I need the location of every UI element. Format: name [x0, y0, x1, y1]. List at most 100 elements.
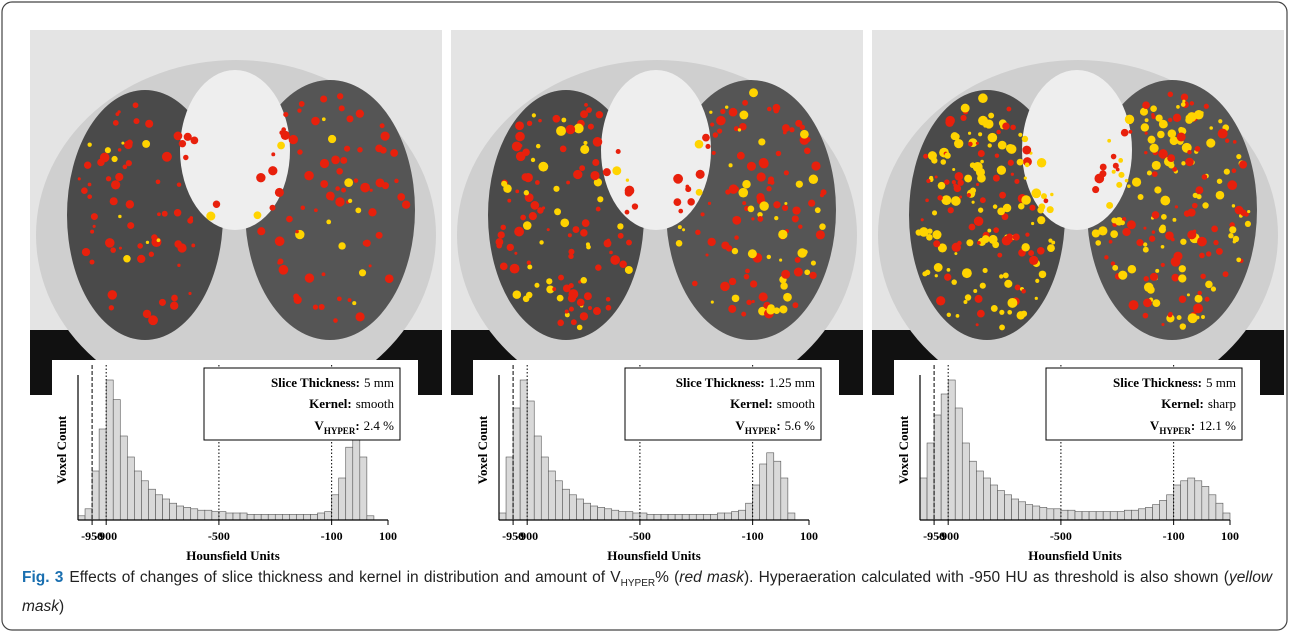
- ct-mask-spot: [1161, 322, 1165, 327]
- ct-mask-spot: [728, 107, 738, 117]
- ct-mask-spot: [1203, 103, 1209, 109]
- bar: [232, 512, 241, 521]
- ct-mask-spot: [968, 141, 973, 147]
- ct-mask-spot: [1137, 194, 1144, 201]
- bar: [162, 498, 170, 521]
- x-axis-label: Hounsfield Units: [186, 548, 280, 563]
- ct-mask-spot: [1092, 186, 1100, 194]
- ct-mask-spot: [1143, 242, 1148, 247]
- bar: [954, 407, 963, 521]
- ct-mask-spot: [1142, 312, 1149, 319]
- ct-mask-spot: [997, 140, 1007, 150]
- ct-mask-spot: [757, 215, 764, 222]
- ct-mask-spot: [1122, 227, 1131, 237]
- ct-mask-spot: [500, 224, 506, 231]
- ct-mask-spot: [559, 145, 567, 153]
- info-line: VHYPER: 2.4 %: [314, 418, 394, 436]
- ct-mask-spot: [980, 159, 984, 164]
- ct-mask-spot: [1002, 203, 1012, 213]
- ct-mask-spot: [97, 158, 105, 167]
- ct-mask-spot: [123, 254, 131, 263]
- ct-mask-spot: [352, 301, 357, 306]
- bar: [1173, 484, 1181, 521]
- bar: [1109, 511, 1118, 521]
- bar: [1152, 504, 1160, 521]
- bar: [688, 514, 697, 521]
- ct-mask-spot: [298, 101, 305, 107]
- ct-mask-spot: [104, 147, 111, 154]
- ct-mask-spot: [394, 178, 399, 184]
- ct-mask-spot: [734, 235, 739, 240]
- ct-mask-spot: [792, 206, 801, 215]
- ct-mask-spot: [1110, 153, 1117, 160]
- ct-mask-spot: [1142, 246, 1149, 253]
- ct-mask-spot: [546, 228, 550, 232]
- ct-mask-spot: [1176, 315, 1182, 321]
- ct-mask-spot: [924, 269, 931, 276]
- bar: [338, 477, 347, 521]
- ct-mask-spot: [1104, 255, 1109, 260]
- ct-mask-spot: [580, 110, 588, 119]
- ct-mask-spot: [1018, 202, 1025, 210]
- ct-mask-spot: [793, 267, 803, 277]
- ct-mask-spot: [320, 95, 328, 103]
- ct-mask-spot: [973, 289, 978, 293]
- ct-mask-spot: [978, 132, 983, 137]
- bar: [752, 484, 760, 521]
- ct-mask-spot: [951, 279, 957, 285]
- ct-mask-spot: [1232, 235, 1240, 243]
- ct-mask-spot: [739, 122, 747, 131]
- bar: [990, 484, 998, 521]
- ct-mask-spot: [1206, 138, 1216, 148]
- ct-mask-spot: [1095, 240, 1102, 246]
- ct-mask-spot: [593, 178, 603, 187]
- ct-mask-spot: [576, 324, 583, 331]
- bar: [540, 456, 549, 521]
- bar: [717, 512, 725, 521]
- ct-mask-spot: [117, 148, 122, 152]
- ct-mask-spot: [685, 186, 692, 193]
- ct-mask-spot: [87, 194, 93, 200]
- ct-mask-spot: [556, 294, 564, 302]
- ct-mask-spot: [1189, 101, 1195, 106]
- ct-mask-spot: [720, 108, 726, 114]
- ct-mask-spot: [808, 199, 816, 207]
- ct-mask-spot: [1021, 288, 1026, 294]
- ct-mask-spot: [358, 269, 367, 277]
- ct-mask-spot: [553, 185, 560, 192]
- ct-mask-spot: [580, 229, 588, 237]
- bar: [1180, 480, 1189, 521]
- bar: [274, 514, 283, 521]
- ct-mask-spot: [759, 201, 769, 211]
- ct-mask-spot: [347, 298, 352, 303]
- ct-mask-spot: [1223, 168, 1230, 175]
- ct-mask-spot: [375, 144, 384, 153]
- ct-mask-spot: [728, 304, 737, 313]
- ct-mask-spot: [1146, 170, 1152, 176]
- ct-mask-spot: [988, 112, 995, 119]
- ct-mask-spot: [1178, 265, 1186, 273]
- ct-mask-spot: [988, 234, 998, 244]
- ct-mask-spot: [274, 236, 285, 247]
- ct-mask-spot: [1139, 107, 1149, 116]
- bar: [296, 514, 304, 521]
- ct-mask-spot: [1172, 113, 1182, 122]
- ct-mask-spot: [961, 268, 972, 279]
- bar: [695, 514, 704, 521]
- bar: [969, 460, 977, 521]
- ct-mask-spot: [1228, 233, 1234, 239]
- ct-mask-spot: [1121, 216, 1127, 222]
- ct-mask-spot: [1186, 293, 1190, 297]
- ct-mask-spot: [1001, 213, 1009, 221]
- bar: [660, 514, 669, 521]
- ct-mask-spot: [293, 293, 300, 300]
- ct-mask-spot: [1159, 224, 1166, 231]
- ct-mask-spot: [178, 139, 187, 148]
- ct-mask-spot: [335, 186, 340, 191]
- ct-mask-spot: [327, 134, 337, 144]
- ct-mask-spot: [190, 136, 199, 145]
- ct-mask-spot: [1002, 272, 1009, 279]
- ct-mask-spot: [1202, 202, 1209, 209]
- x-tick-label: -900: [937, 529, 959, 543]
- ct-mask-spot: [274, 187, 284, 198]
